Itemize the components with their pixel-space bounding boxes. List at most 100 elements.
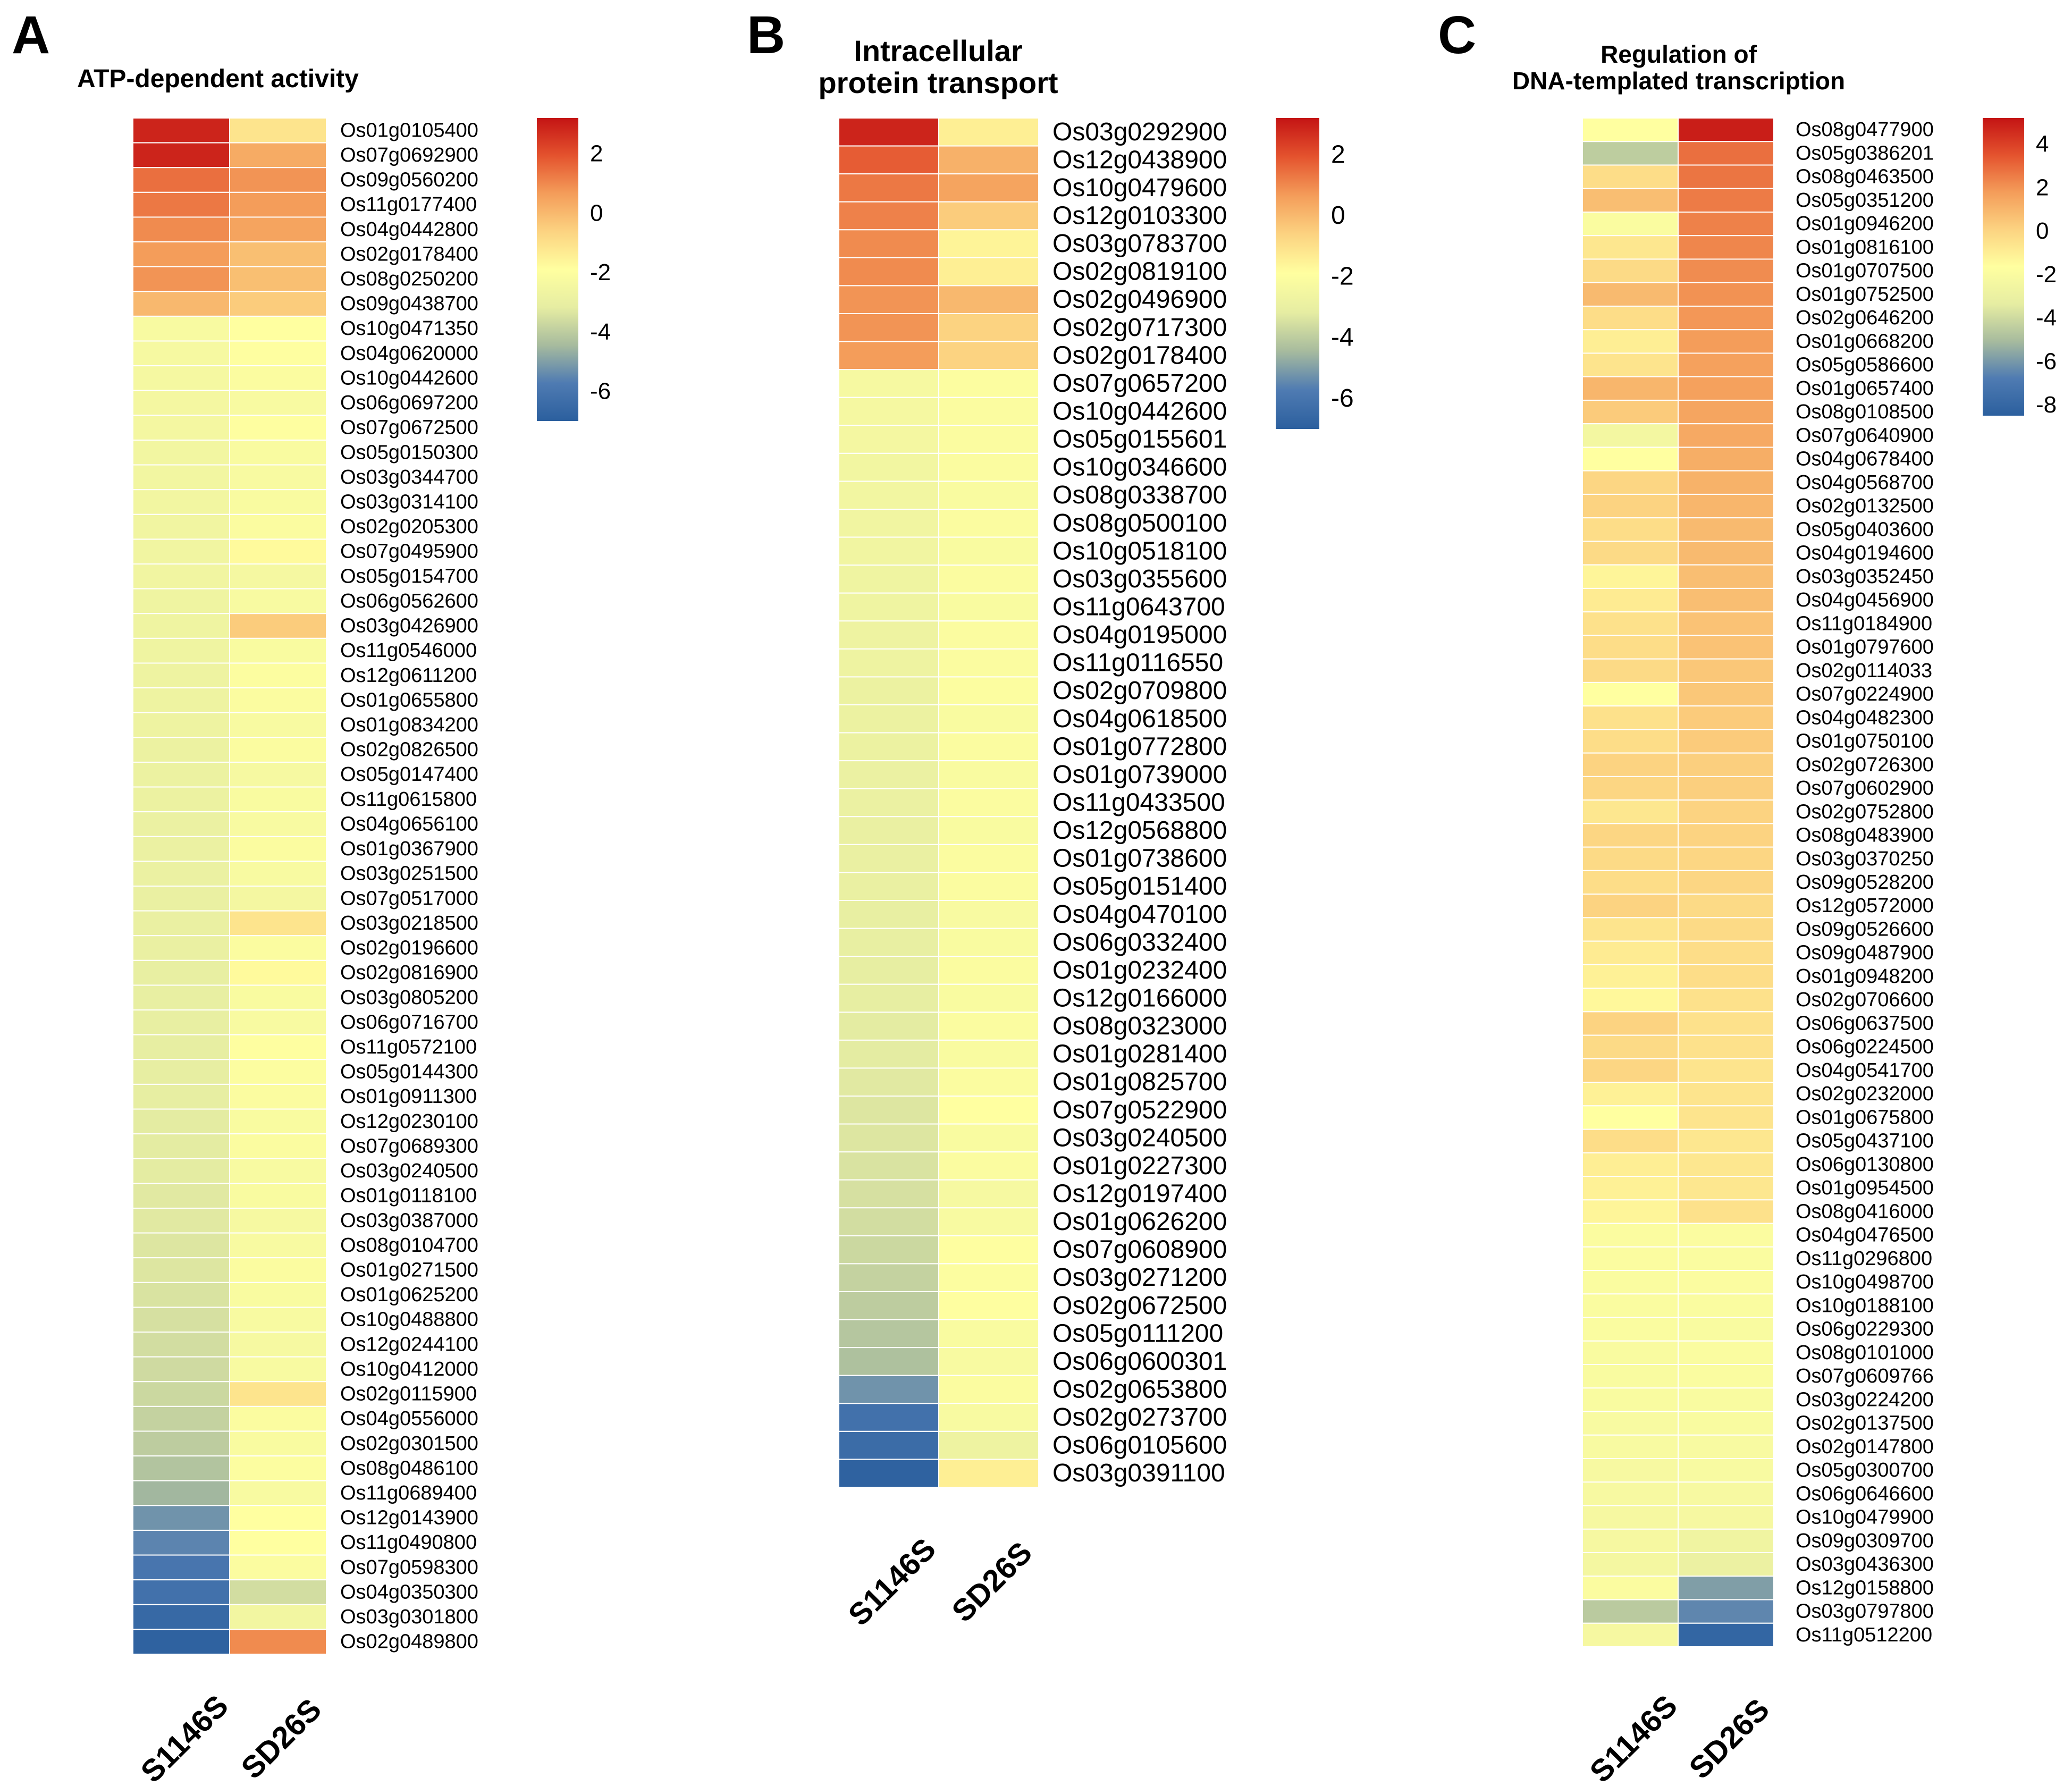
panel-title: ATP-dependent activity [77,65,359,93]
heatmap-cell [1678,729,1774,754]
heatmap-cell [1582,1199,1679,1224]
heatmap-cell [1582,776,1679,801]
gene-label: Os07g0608900 [1052,1236,1227,1264]
heatmap-cell [938,732,1039,762]
heatmap-cell [938,928,1039,957]
heatmap-cell [229,1430,327,1457]
gene-label: Os11g0689400 [340,1482,477,1504]
heatmap-cell [1582,1552,1679,1577]
heatmap-cell [132,613,230,639]
heatmap-cell [229,315,327,342]
heatmap-cell [1678,282,1774,307]
heatmap-cell [132,761,230,788]
gene-label: Os05g0586600 [1796,354,1934,376]
heatmap-cell [1582,423,1679,448]
heatmap-cell [132,1034,230,1060]
gene-label: Os12g0143900 [340,1507,478,1529]
heatmap-cell [229,1332,327,1358]
heatmap-cell [1582,964,1679,989]
gene-label: Os02g0115900 [340,1383,477,1405]
heatmap-cell [229,1083,327,1110]
column-label: S1146S [134,1688,235,1786]
gene-label: Os07g0224900 [1796,683,1934,705]
gene-label: Os05g0386201 [1796,142,1934,164]
heatmap-cell [1678,1246,1774,1271]
heatmap-cell [132,1083,230,1110]
heatmap-cell [838,509,939,538]
gene-label: Os08g0323000 [1052,1012,1227,1040]
gene-label: Os01g0707500 [1796,260,1934,282]
gene-label: Os02g0717300 [1052,314,1227,342]
heatmap-cell [1582,799,1679,824]
heatmap-cell [229,489,327,515]
panel-title-line-1: Intracellular [854,34,1022,68]
gene-label: Os09g0526600 [1796,918,1934,940]
legend-tick-label: 0 [2036,218,2049,244]
heatmap-cell [132,687,230,713]
gene-label: Os02g0178400 [1052,341,1227,369]
gene-label: Os07g0495900 [340,541,478,563]
heatmap-cell [1678,564,1774,589]
heatmap-cell [229,1133,327,1159]
heatmap-cell [132,910,230,937]
gene-label: Os10g0479600 [1052,174,1227,202]
heatmap-cell [1582,399,1679,425]
heatmap-cell [229,712,327,738]
gene-label: Os08g0486100 [340,1457,478,1479]
gene-label: Os04g0476500 [1796,1224,1934,1246]
heatmap-cell [229,538,327,565]
legend-tick-label: 0 [590,200,603,226]
gene-label: Os03g0224200 [1796,1388,1934,1411]
heatmap-cell [1678,423,1774,448]
gene-label: Os08g0104700 [340,1234,478,1257]
heatmap-cell [229,1455,327,1481]
heatmap-cell [229,687,327,713]
legend-tick-label: -4 [2036,305,2057,331]
heatmap-cell [132,1133,230,1159]
heatmap-cell [1582,940,1679,965]
heatmap-cell [132,563,230,589]
heatmap-cell [229,439,327,466]
heatmap-cell [838,1179,939,1209]
heatmap-cell [938,620,1039,650]
heatmap-cell [229,241,327,267]
legend-tick-label: 2 [2036,174,2049,200]
column-label: SD26S [1682,1692,1776,1785]
heatmap-cell [838,313,939,342]
heatmap-cell [1678,940,1774,965]
heatmap-cell [132,538,230,565]
gene-label: Os03g0271200 [1052,1263,1227,1292]
gene-label: Os02g0232000 [1796,1083,1934,1105]
heatmap-cell [1678,1528,1774,1554]
heatmap-cell [229,761,327,788]
heatmap-cell [132,1356,230,1383]
heatmap-cell [229,390,327,416]
heatmap-cell [229,935,327,961]
gene-label: Os02g0672500 [1052,1292,1227,1320]
gene-label: Os07g0598300 [340,1556,478,1579]
heatmap-cell [938,1096,1039,1125]
heatmap-cell [838,481,939,510]
gene-label: Os02g0496900 [1052,285,1227,314]
panel-letter: A [12,5,50,65]
legend-tick-label: -6 [1331,384,1354,412]
heatmap-cell [1678,1387,1774,1412]
heatmap-cell [1678,1622,1774,1648]
heatmap-cell [938,452,1039,482]
gene-label: Os04g0195000 [1052,621,1227,649]
legend-tick-label: -4 [590,319,611,345]
heatmap-cell [938,1291,1039,1320]
heatmap-cell [938,676,1039,706]
gene-label: Os12g0197400 [1052,1180,1227,1208]
heatmap-cell [132,439,230,466]
heatmap-cell [1582,1293,1679,1318]
gene-label: Os09g0438700 [340,293,478,315]
heatmap-cell [229,1158,327,1184]
heatmap-cell [132,1059,230,1085]
heatmap-cell [838,872,939,902]
heatmap-cell [838,1291,939,1320]
heatmap-cell [938,173,1039,203]
heatmap-cell [838,704,939,734]
heatmap-cell [1678,776,1774,801]
gene-label: Os07g0672500 [340,417,478,439]
